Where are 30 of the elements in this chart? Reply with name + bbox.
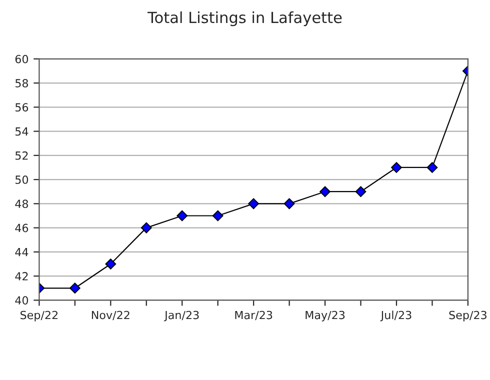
point: [284, 198, 295, 210]
x-tick-label: Jul/23: [380, 310, 412, 322]
point: [70, 282, 80, 294]
point: [176, 210, 188, 222]
y-tick-label: 52: [16, 151, 28, 160]
point: [212, 210, 224, 222]
y-tick-label: 46: [15, 224, 28, 232]
y-tick-label: 60: [15, 54, 28, 64]
y-tick-label: 56: [16, 103, 28, 112]
y-tick-label: 50: [16, 176, 28, 184]
point: [105, 258, 116, 270]
y-tick-label: 42: [15, 272, 28, 280]
y-tick-label: 58: [16, 79, 28, 88]
point: [140, 222, 152, 234]
point: [320, 186, 330, 198]
point: [426, 162, 438, 173]
y-tick-label: 40: [15, 296, 28, 305]
y-tick-label: 48: [15, 200, 28, 208]
point: [248, 198, 260, 210]
x-tick-label: Sep/22: [20, 310, 58, 322]
y-tick-label: 44: [15, 248, 28, 256]
y-tick-label: 54: [16, 127, 28, 136]
point: [355, 186, 366, 198]
point: [391, 162, 402, 173]
x-tick-label: Jan/23: [164, 310, 199, 322]
x-tick-label: Sep/23: [449, 310, 486, 322]
x-tick-label: May/23: [306, 310, 345, 322]
chart-title: Total Listings in Lafayette: [148, 11, 342, 26]
x-tick-label: Mar/23: [235, 310, 272, 320]
x-tick-label: Nov/22: [92, 310, 130, 320]
